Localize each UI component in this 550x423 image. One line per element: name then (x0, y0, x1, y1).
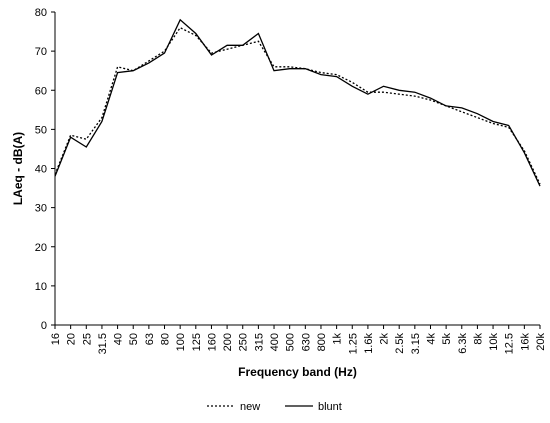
y-tick-label: 50 (35, 124, 47, 136)
y-tick-label: 20 (35, 242, 47, 254)
x-tick-label: 5k (441, 333, 453, 345)
y-tick-label: 10 (35, 281, 47, 293)
x-tick-label: 31.5 (97, 333, 109, 354)
legend-label-new: new (240, 401, 260, 413)
x-tick-label: 3.15 (410, 333, 422, 354)
x-tick-label: 12.5 (504, 333, 516, 354)
x-tick-label: 200 (222, 333, 234, 351)
legend: new blunt (207, 401, 342, 413)
y-axis-title: LAeq - dB(A) (11, 132, 25, 205)
x-tick-label: 1.6k (363, 333, 375, 354)
series-line-blunt (54, 18, 541, 187)
x-tick-label: 20 (66, 333, 78, 345)
y-tick-label: 70 (35, 46, 47, 58)
x-tick-label: 25 (81, 333, 93, 345)
y-axis-ticks: 0 10 20 30 40 50 60 70 80 (35, 7, 55, 332)
x-tick-label: 8k (472, 333, 484, 345)
x-tick-label: 2.5k (394, 333, 406, 354)
x-tick-label: 125 (191, 333, 203, 351)
x-tick-label: 800 (316, 333, 328, 351)
x-tick-label: 2k (379, 333, 391, 345)
y-tick-label: 60 (35, 85, 47, 97)
x-tick-label: 250 (238, 333, 250, 351)
x-tick-label: 20k (535, 333, 547, 351)
y-tick-label: 80 (35, 7, 47, 19)
x-tick-label: 40 (113, 333, 125, 345)
x-tick-label: 4k (425, 333, 437, 345)
x-axis-title: Frequency band (Hz) (238, 365, 357, 379)
x-tick-label: 500 (285, 333, 297, 351)
y-tick-label: 0 (41, 320, 47, 332)
x-tick-label: 315 (253, 333, 265, 351)
x-tick-label: 6.3k (457, 333, 469, 354)
x-tick-label: 630 (300, 333, 312, 351)
x-axis-ticks: 16 20 25 31.5 40 50 63 80 100 125 160 200 250 315 400 5… (50, 325, 547, 354)
x-tick-label: 50 (128, 333, 140, 345)
x-tick-label: 16k (519, 333, 531, 351)
series-layer (54, 18, 541, 187)
x-tick-label: 100 (175, 333, 187, 351)
x-tick-label: 400 (269, 333, 281, 351)
x-tick-label: 16 (50, 333, 62, 345)
x-tick-label: 63 (144, 333, 156, 345)
x-tick-label: 1.25 (347, 333, 359, 354)
x-tick-label: 10k (488, 333, 500, 351)
x-tick-label: 80 (160, 333, 172, 345)
axes (54, 12, 540, 326)
y-tick-label: 40 (35, 164, 47, 176)
x-tick-label: 160 (206, 333, 218, 351)
y-tick-label: 30 (35, 203, 47, 215)
series-line-new (54, 26, 541, 185)
legend-label-blunt: blunt (318, 401, 342, 413)
x-tick-label: 1k (332, 333, 344, 345)
